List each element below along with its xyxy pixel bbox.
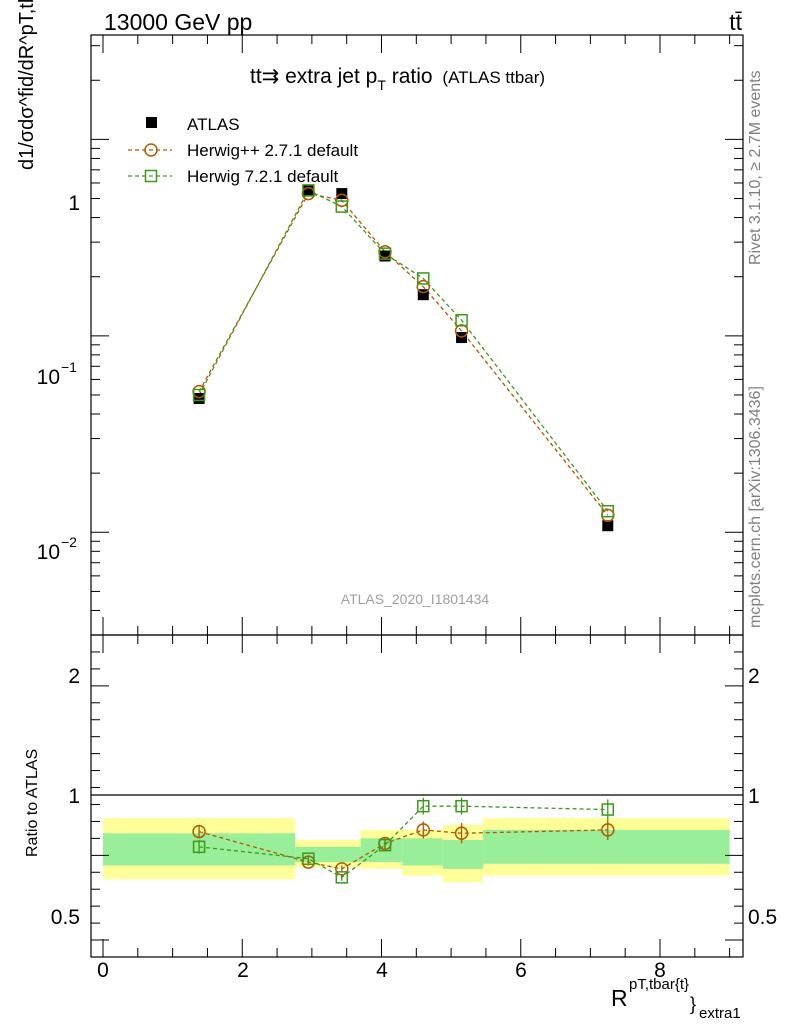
main-y-axis-label: d1/σdσ^fid/dR^pT,tbar{t}_extra1 xyxy=(16,0,38,170)
plot-title: tt⇉ extra jet pT ratio (ATLAS ttbar) xyxy=(250,65,545,93)
ratio-data-point-herwigpp xyxy=(416,823,431,837)
xtick-label-4: 4 xyxy=(376,959,388,982)
ratio-panel: 2 1 0.5 2 1 0.5 Ratio to ATLAS 0 2 4 6 8… xyxy=(24,634,777,1022)
xtick-label-8: 8 xyxy=(654,959,666,982)
legend-atlas-label: ATLAS xyxy=(187,115,240,134)
ratio-data-point-herwig7 xyxy=(192,840,206,854)
main-data-point-herwigpp xyxy=(335,193,349,208)
main-ytick-label-1: 1 xyxy=(68,192,80,215)
main-y-axis-label-text: d1/σdσ^fid/dR^pT,tbar{t}_extra1 xyxy=(16,0,38,170)
ratio-y-ticks xyxy=(91,651,743,941)
legend: ATLAS Herwig++ 2.7.1 default Herwig 7.2.… xyxy=(128,115,358,186)
main-data-point-herwigpp xyxy=(454,324,469,338)
main-data-point-atlas xyxy=(193,392,205,404)
ratio-ytick-label-right-2: 2 xyxy=(748,665,760,688)
rivet-version-label: Rivet 3.1.10, ≥ 2.7M events xyxy=(747,70,764,265)
plot-title-small: (ATLAS ttbar) xyxy=(442,68,545,87)
main-y-ticks xyxy=(91,45,743,636)
ratio-series-layer xyxy=(192,797,615,884)
main-x-ticks xyxy=(102,35,731,635)
header-process-label: tt̄ xyxy=(729,9,742,35)
ratio-ytick-label-right-1: 1 xyxy=(748,785,760,808)
main-series-line-1 xyxy=(198,192,609,516)
ratio-x-ticks xyxy=(102,635,731,957)
main-ytick-label-01-exp: −1 xyxy=(61,359,77,375)
analysis-label: ATLAS_2020_I1801434 xyxy=(341,591,490,607)
plot-title-main: tt⇉ extra jet p xyxy=(250,65,377,88)
main-data-point-herwig7 xyxy=(335,200,349,213)
plot-title-subscript: T xyxy=(377,77,386,93)
plot-title-tail: ratio xyxy=(386,65,433,88)
ratio-data-point-herwigpp xyxy=(192,824,206,839)
ratio-bands xyxy=(103,818,730,883)
header-energy-label: 13000 GeV pp xyxy=(104,9,252,35)
main-data-point-herwig7 xyxy=(417,272,430,285)
ratio-data-point-herwig7 xyxy=(417,799,430,813)
xtick-label-6: 6 xyxy=(515,959,527,982)
ratio-data-point-herwig7 xyxy=(378,838,392,852)
legend-atlas-marker xyxy=(146,117,157,128)
ratio-data-point-herwigpp xyxy=(454,826,469,841)
legend-herwigpp-label: Herwig++ 2.7.1 default xyxy=(187,141,358,160)
main-data-point-herwigpp xyxy=(416,279,431,294)
x-axis-label: R pT,tbar{t} } extra1 xyxy=(611,976,741,1022)
ratio-data-point-herwig7 xyxy=(335,871,349,884)
main-ytick-label-001-base: 10 xyxy=(37,541,60,564)
x-axis-label-brace: } xyxy=(690,994,696,1014)
ratio-data-point-herwig7 xyxy=(302,852,315,865)
main-data-point-herwig7 xyxy=(455,314,468,327)
ratio-data-point-herwigpp xyxy=(601,823,615,837)
main-series-layer xyxy=(192,184,615,532)
main-data-point-herwig7 xyxy=(378,247,392,260)
ratio-ytick-label-05: 0.5 xyxy=(51,906,80,929)
main-data-point-atlas xyxy=(602,520,614,532)
main-data-point-atlas xyxy=(417,289,429,301)
main-data-point-atlas xyxy=(379,250,391,262)
ratio-ytick-label-right-05: 0.5 xyxy=(748,906,777,929)
legend-herwigpp-marker xyxy=(144,143,158,157)
ratio-data-point-herwig7 xyxy=(455,799,468,813)
x-axis-label-main: R xyxy=(611,985,628,1011)
ratio-band-inner-4 xyxy=(442,840,484,869)
ratio-y-axis-label: Ratio to ATLAS xyxy=(24,749,41,857)
ratio-ytick-label-1: 1 xyxy=(68,785,80,808)
xtick-label-2: 2 xyxy=(237,959,249,982)
ratio-data-point-herwig7 xyxy=(601,803,615,816)
xtick-label-0: 0 xyxy=(97,959,109,982)
x-axis-label-subscript: extra1 xyxy=(699,1005,741,1022)
mcplots-reference-label: mcplots.cern.ch [arXiv:1306.3436] xyxy=(747,386,764,628)
main-data-point-herwig7 xyxy=(302,184,315,197)
main-ytick-label-001-exp: −2 xyxy=(61,534,77,550)
main-data-point-herwig7 xyxy=(192,388,206,402)
main-series-line-2 xyxy=(198,189,609,512)
ratio-band-inner-3 xyxy=(402,838,443,866)
main-data-point-atlas xyxy=(302,184,314,196)
ratio-band-inner-1 xyxy=(295,846,361,863)
main-panel: tt⇉ extra jet pT ratio (ATLAS ttbar) d1/… xyxy=(16,0,744,636)
x-axis-label-superscript: pT,tbar{t} xyxy=(629,976,689,993)
ratio-ytick-label-2: 2 xyxy=(68,665,80,688)
legend-herwig7-marker xyxy=(144,169,158,183)
main-data-point-herwig7 xyxy=(601,504,615,518)
legend-herwig7-label: Herwig 7.2.1 default xyxy=(187,167,338,186)
ratio-panel-frame xyxy=(90,634,744,958)
main-ytick-label-01-base: 10 xyxy=(37,366,60,389)
